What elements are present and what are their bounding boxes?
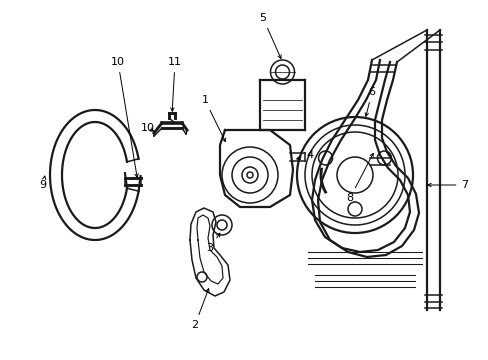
Text: 10: 10 (111, 57, 138, 177)
Text: 7: 7 (427, 180, 468, 190)
Text: 10: 10 (141, 123, 155, 133)
Text: 11: 11 (168, 57, 182, 111)
Text: 2: 2 (191, 289, 208, 330)
Text: 8: 8 (346, 153, 372, 203)
Text: 3: 3 (206, 233, 220, 253)
Text: 5: 5 (259, 13, 281, 58)
Text: 4: 4 (296, 150, 313, 160)
Text: 9: 9 (40, 176, 46, 190)
Text: 6: 6 (365, 87, 375, 116)
Text: 1: 1 (201, 95, 225, 141)
